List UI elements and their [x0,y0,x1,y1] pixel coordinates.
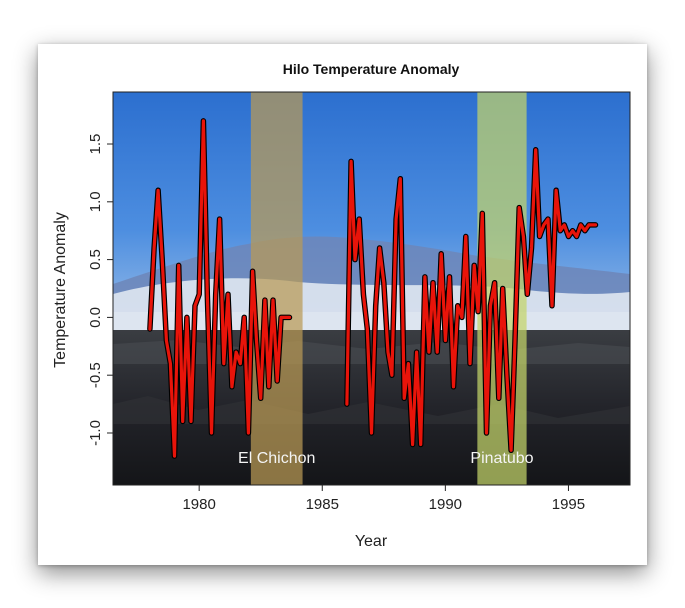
y-tick-label-4: 1.0 [87,191,104,212]
y-tick-label-3: 0.5 [87,249,104,270]
y-tick-label-5: 1.5 [87,134,104,155]
x-tick-label-1: 1985 [306,496,339,513]
y-tick-label-1: -0.5 [87,362,104,388]
shaded-periods [250,92,527,485]
period-label-1: Pinatubo [470,450,533,467]
y-tick-label-2: 0.0 [87,307,104,328]
x-tick-label-3: 1995 [552,496,585,513]
x-axis-title: Year [355,533,388,550]
chart-card: Hilo Temperature Anomaly El Chichon Pinat… [38,44,647,565]
series-lines [147,118,599,459]
x-axis: 1980 1985 1990 1995 [182,484,585,513]
chart-title: Hilo Temperature Anomaly [283,61,460,77]
y-axis: -1.0 -0.5 0.0 0.5 1.0 1.5 [87,134,114,446]
x-tick-label-2: 1990 [429,496,462,513]
series-line-1 [345,148,598,452]
y-axis-title: Temperature Anomaly [52,212,69,368]
shaded-period-0 [250,92,303,485]
y-tick-label-0: -1.0 [87,420,104,446]
series-line-0 [148,119,292,458]
period-labels: El Chichon Pinatubo [238,450,534,467]
period-label-0: El Chichon [238,450,315,467]
x-tick-label-0: 1980 [182,496,215,513]
chart-svg: Hilo Temperature Anomaly El Chichon Pinat… [52,61,631,550]
